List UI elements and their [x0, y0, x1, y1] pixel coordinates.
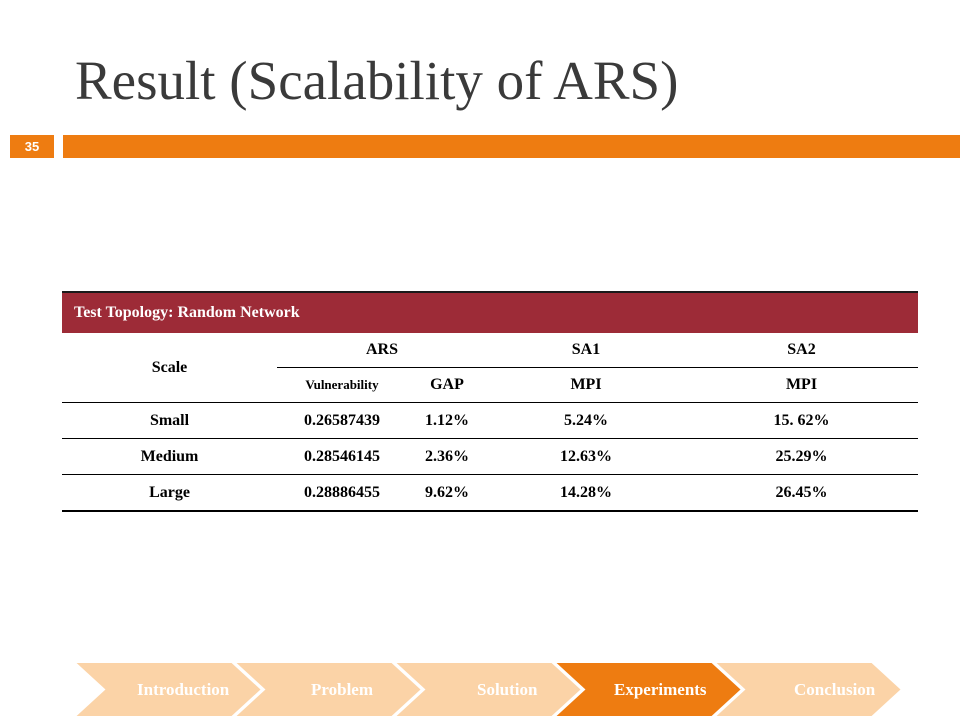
table-row: Large 0.28886455 9.62% 14.28% 26.45%	[62, 474, 919, 512]
table-caption: Test Topology: Random Network	[62, 291, 919, 333]
table-row: Small 0.26587439 1.12% 5.24% 15. 62%	[62, 402, 919, 439]
cell-sa1: 14.28%	[487, 474, 685, 512]
nav-chevron-experiments[interactable]	[552, 662, 744, 717]
nav-chevrons	[74, 662, 904, 717]
header-sa1: SA1	[487, 333, 685, 368]
header-sa2-mpi: MPI	[685, 367, 919, 403]
header-scale: Scale	[62, 333, 277, 403]
nav-chevron-solution[interactable]	[392, 662, 584, 717]
slide-number: 35	[10, 135, 54, 158]
cell-gap: 9.62%	[407, 474, 487, 512]
nav-chevron-conclusion[interactable]	[712, 662, 904, 717]
cell-vulnerability: 0.26587439	[277, 402, 407, 439]
table-subheader-row: Vulnerability GAP MPI MPI	[62, 367, 919, 403]
cell-sa2: 26.45%	[685, 474, 919, 512]
cell-vulnerability: 0.28886455	[277, 474, 407, 512]
header-ars: ARS	[277, 333, 487, 368]
cell-sa1: 5.24%	[487, 402, 685, 439]
nav-label-experiments[interactable]: Experiments	[614, 680, 707, 699]
header-gap: GAP	[407, 367, 487, 403]
section-progress-nav: Introduction Problem Solution Experiment…	[74, 662, 904, 717]
slide-title: Result (Scalability of ARS)	[75, 50, 679, 111]
header-vulnerability: Vulnerability	[277, 367, 407, 403]
table-row: Medium 0.28546145 2.36% 12.63% 25.29%	[62, 438, 919, 475]
cell-scale: Small	[62, 402, 277, 439]
cell-sa2: 15. 62%	[685, 402, 919, 439]
nav-label-introduction[interactable]: Introduction	[137, 680, 230, 699]
cell-scale: Medium	[62, 438, 277, 475]
nav-chevron-introduction[interactable]	[74, 662, 264, 717]
header-sa2: SA2	[685, 333, 919, 368]
header-sa1-mpi: MPI	[487, 367, 685, 403]
cell-gap: 2.36%	[407, 438, 487, 475]
cell-scale: Large	[62, 474, 277, 512]
nav-label-solution[interactable]: Solution	[477, 680, 538, 699]
table-header-row: Scale ARS SA1 SA2	[62, 333, 919, 403]
nav-label-problem[interactable]: Problem	[311, 680, 374, 699]
cell-vulnerability: 0.28546145	[277, 438, 407, 475]
nav-chevron-problem[interactable]	[232, 662, 424, 717]
cell-gap: 1.12%	[407, 402, 487, 439]
cell-sa1: 12.63%	[487, 438, 685, 475]
nav-label-conclusion[interactable]: Conclusion	[794, 680, 876, 699]
results-table: Test Topology: Random Network Scale ARS …	[62, 291, 919, 512]
cell-sa2: 25.29%	[685, 438, 919, 475]
title-accent-bar	[63, 135, 960, 158]
table-caption-row: Test Topology: Random Network	[62, 291, 919, 333]
